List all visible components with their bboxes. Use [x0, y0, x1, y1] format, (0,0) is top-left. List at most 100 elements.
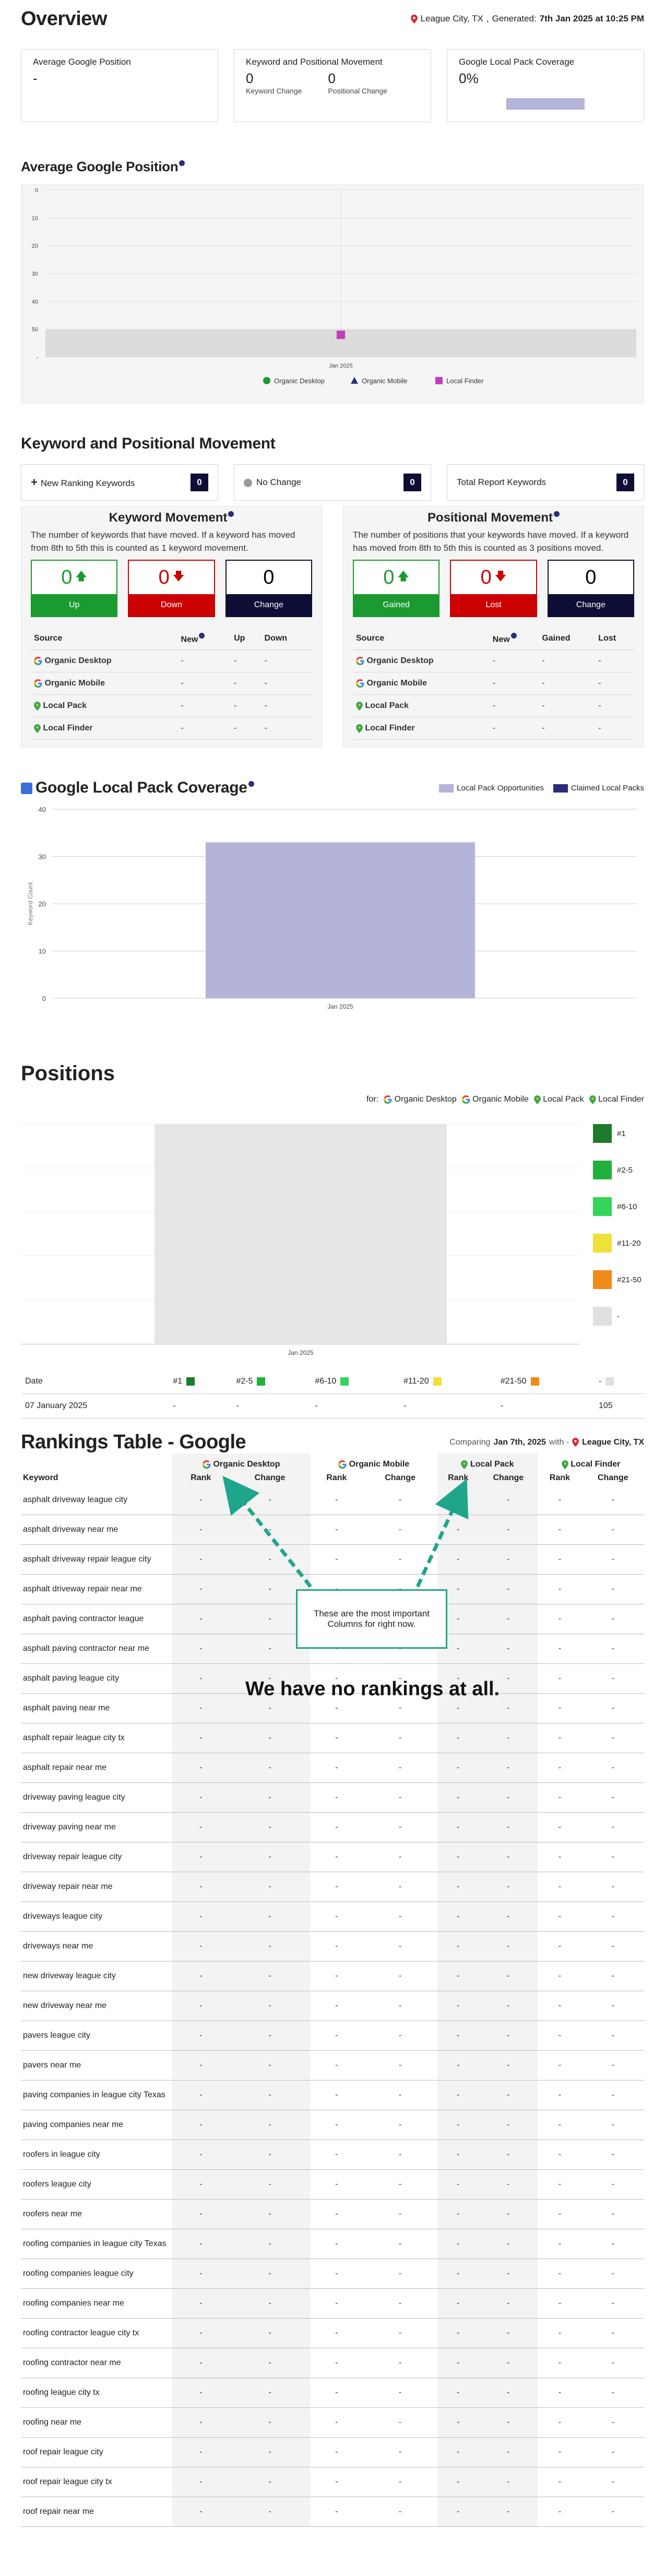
rank-cell: -	[172, 2348, 230, 2378]
rank-cell: -	[581, 1604, 644, 1634]
map-pin-icon	[461, 1460, 468, 1469]
bucket-head: #11-20	[399, 1369, 496, 1395]
keyword-cell: asphalt paving league city	[21, 1663, 172, 1694]
rank-cell: -	[581, 2407, 644, 2438]
pos-change-box[interactable]: 0 Change	[547, 560, 634, 617]
legend-bucket[interactable]: #1	[593, 1124, 644, 1143]
legend-opps[interactable]: Local Pack Opportunities	[439, 784, 544, 793]
group-header[interactable]: Organic Mobile	[310, 1454, 437, 1471]
legend-bucket[interactable]: #21-50	[593, 1270, 644, 1290]
rank-cell: -	[363, 1812, 437, 1842]
kpm-card[interactable]: Keyword and Positional Movement 0 Keyword…	[234, 49, 431, 122]
bucket-value: 105	[594, 1393, 644, 1419]
rank-cell: -	[479, 1753, 538, 1783]
info-icon[interactable]	[248, 781, 254, 787]
rank-cell: -	[229, 1515, 311, 1545]
rank-cell: -	[363, 1872, 437, 1902]
rank-cell: -	[479, 1693, 538, 1723]
info-icon[interactable]	[199, 633, 205, 639]
sub-header[interactable]: Rank	[326, 1473, 347, 1483]
rank-cell: -	[479, 1515, 538, 1545]
value-cell: -	[489, 672, 539, 695]
rank-cell: -	[479, 1812, 538, 1842]
overview-header: Overview League City, TX, Generated: 7th…	[21, 0, 644, 38]
legend-bucket[interactable]: #11-20	[593, 1234, 644, 1253]
for-source-2[interactable]: Local Pack	[533, 1095, 584, 1104]
rank-cell: -	[538, 2348, 582, 2378]
info-icon[interactable]	[179, 160, 185, 167]
sub-header[interactable]: Rank	[549, 1473, 570, 1483]
x-tick-label: Jan 2025	[327, 1003, 353, 1010]
rank-cell: -	[310, 1901, 363, 1932]
sub-header[interactable]: Rank	[437, 1471, 479, 1485]
rank-cell: -	[581, 1931, 644, 1961]
google-icon	[34, 679, 42, 688]
sub-header[interactable]: Rank	[172, 1471, 230, 1485]
keyword-cell: roofing league city tx	[21, 2378, 172, 2408]
rank-cell: -	[310, 1782, 363, 1813]
rank-cell: -	[172, 2140, 230, 2170]
rank-cell: -	[437, 1812, 479, 1842]
keyword-header[interactable]: Keyword	[23, 1473, 58, 1483]
info-icon[interactable]	[228, 511, 234, 517]
keyword-cell: roofing companies in league city Texas	[21, 2229, 172, 2259]
kw-change-box[interactable]: 0 Change	[225, 560, 312, 617]
rank-cell: -	[310, 1604, 363, 1634]
table-row: asphalt driveway repair near me - - - - - - - -	[21, 1574, 644, 1604]
group-header[interactable]: Organic Desktop	[172, 1454, 311, 1472]
rank-cell: -	[229, 1485, 311, 1515]
x-tick-label: Jan 2025	[329, 363, 352, 369]
rank-cell: -	[538, 1753, 582, 1783]
rank-cell: -	[172, 2020, 230, 2051]
rank-cell: -	[229, 2407, 311, 2438]
sub-header[interactable]: Change	[479, 1471, 538, 1485]
table-row: driveway paving league city - - - - - - - -	[21, 1782, 644, 1813]
rank-cell: -	[363, 2199, 437, 2229]
group-header[interactable]: Local Pack	[437, 1454, 538, 1472]
table-row: new driveway league city - - - - - - - -	[21, 1961, 644, 1991]
rank-cell: -	[310, 2110, 363, 2140]
arrow-up-icon: 🡅	[75, 570, 88, 583]
legend-bucket[interactable]: #2-5	[593, 1161, 644, 1180]
for-source-0[interactable]: Organic Desktop	[384, 1095, 457, 1104]
rank-cell: -	[229, 1574, 311, 1604]
pos-gained-box[interactable]: 0 🡅 Gained	[353, 560, 440, 617]
keyword-movement-title: Keyword Movement	[31, 511, 312, 525]
value-cell: -	[177, 717, 231, 740]
rank-cell: -	[310, 2259, 363, 2289]
sub-header[interactable]: Change	[229, 1471, 311, 1485]
kw-up-box[interactable]: 0 🡅 Up	[31, 560, 118, 617]
for-source-3[interactable]: Local Finder	[589, 1095, 644, 1104]
legend-bucket[interactable]: #6-10	[593, 1197, 644, 1216]
value-cell: -	[595, 649, 634, 673]
rank-cell: -	[437, 1901, 479, 1932]
for-source-1[interactable]: Organic Mobile	[461, 1095, 529, 1104]
glp-card[interactable]: Google Local Pack Coverage 0%	[447, 49, 644, 122]
rank-cell: -	[437, 1991, 479, 2021]
group-header[interactable]: Local Finder	[538, 1454, 644, 1471]
rank-cell: -	[437, 1693, 479, 1723]
rank-cell: -	[310, 2199, 363, 2229]
rank-cell: -	[538, 2318, 582, 2348]
bar-no-rank	[155, 1124, 447, 1345]
kw-down-box[interactable]: 0 🡇 Down	[128, 560, 215, 617]
sub-header[interactable]: Change	[597, 1473, 628, 1483]
bucket-value: -	[399, 1393, 496, 1419]
google-icon	[338, 1460, 347, 1469]
avg-position-card[interactable]: Average Google Position -	[21, 49, 218, 122]
info-icon[interactable]	[510, 633, 517, 639]
y-tick-label: 0	[35, 187, 38, 194]
rank-cell: -	[581, 2259, 644, 2289]
pos-lost-box[interactable]: 0 🡇 Lost	[450, 560, 537, 617]
info-icon[interactable]	[554, 511, 560, 517]
table-row: roofing companies league city - - - - - - - -	[21, 2259, 644, 2289]
rank-cell: -	[437, 2080, 479, 2110]
no-change-box[interactable]: No Change 0	[234, 464, 431, 501]
sub-header[interactable]: Change	[385, 1473, 415, 1483]
new-ranking-box[interactable]: + New Ranking Keywords 0	[21, 464, 218, 501]
table-row: driveway repair near me - - - - - - - -	[21, 1872, 644, 1902]
legend-bucket[interactable]: -	[593, 1307, 644, 1326]
total-keywords-box[interactable]: Total Report Keywords 0	[447, 464, 644, 501]
rank-cell: -	[581, 1812, 644, 1842]
legend-claimed[interactable]: Claimed Local Packs	[553, 784, 644, 793]
